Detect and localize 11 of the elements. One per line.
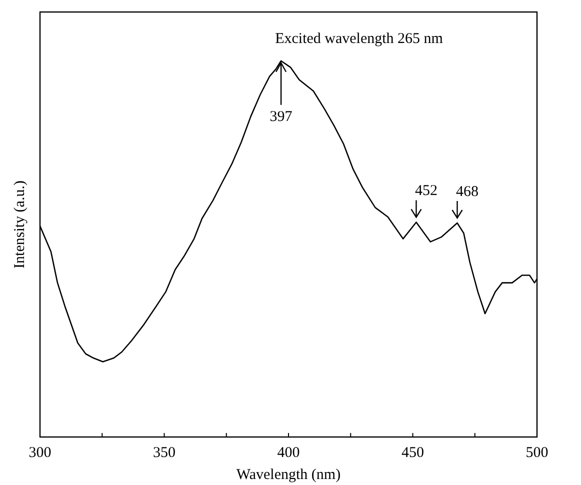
y-axis-title: Intensity (a.u.)	[12, 180, 28, 268]
annotation: 452	[414, 183, 438, 200]
x-tick-label: 350	[153, 445, 176, 461]
text: Excited wavelength 265 nm	[275, 31, 444, 47]
annotation: 468	[456, 184, 478, 200]
x-tick-label: 450	[402, 445, 424, 461]
x-axis-title: Wavelength (nm)	[236, 467, 341, 483]
x-tick-label: 400	[277, 445, 300, 461]
x-tick-label: 300	[28, 445, 52, 461]
x-tick-label: 500	[526, 445, 548, 461]
annotation: 397	[270, 108, 293, 125]
